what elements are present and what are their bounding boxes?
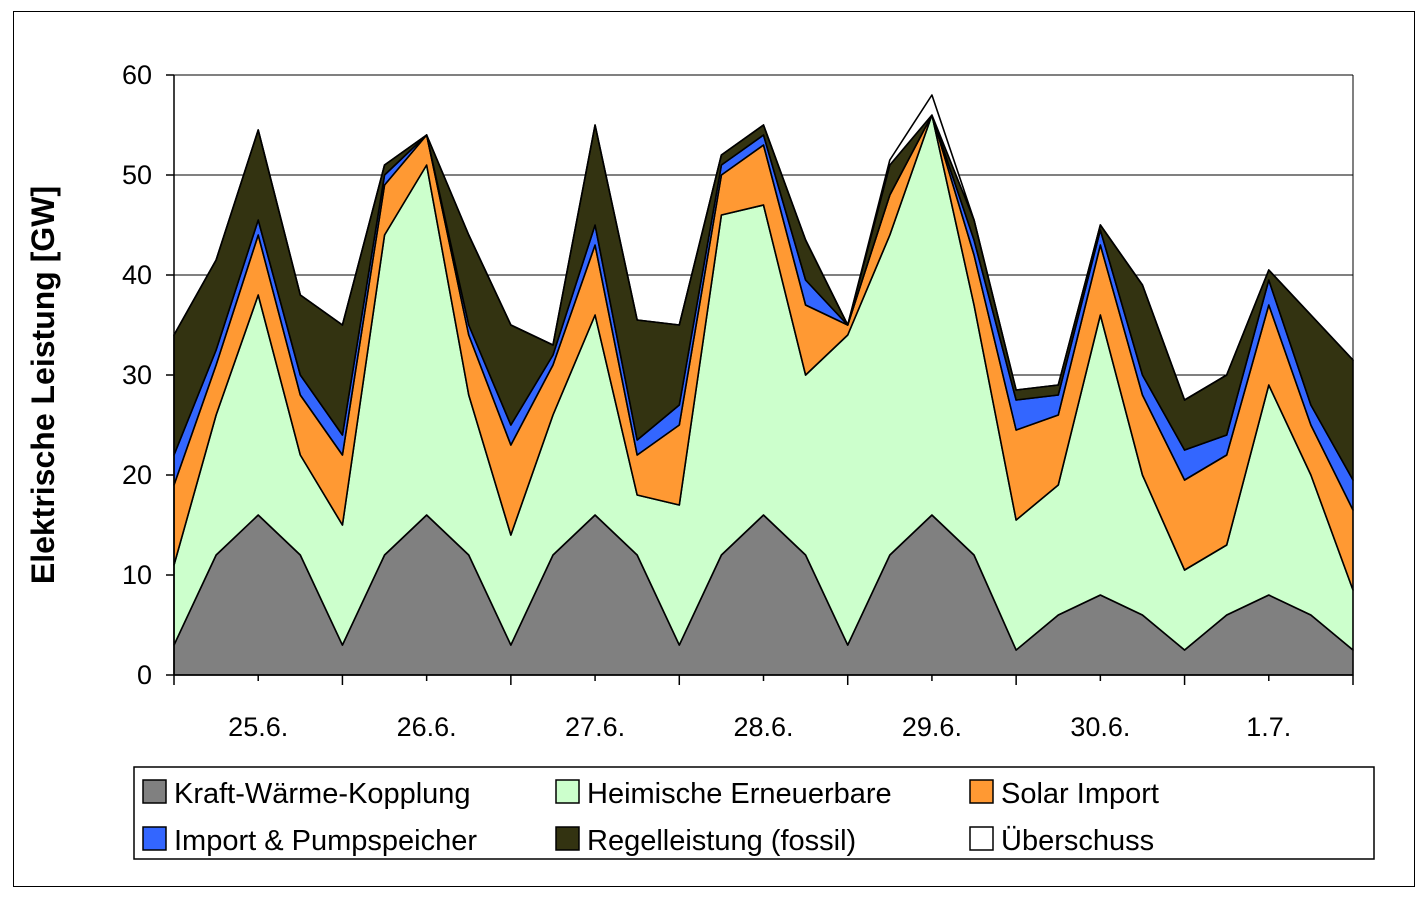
y-tick-label-40: 40: [122, 260, 152, 290]
y-tick-label-0: 0: [137, 660, 152, 690]
legend-swatch-1: [555, 779, 580, 804]
y-tick-label-20: 20: [122, 460, 152, 490]
x-tick-label-5: 30.6.: [1070, 712, 1130, 742]
legend-swatch-3: [142, 826, 167, 851]
legend-swatch-2: [969, 779, 994, 804]
legend: Kraft-Wärme-Kopplung Heimische Erneuerbar…: [133, 766, 1375, 860]
legend-label-1: Heimische Erneuerbare: [587, 778, 892, 810]
legend-swatch-5: [969, 826, 994, 851]
x-tick-label-4: 29.6.: [902, 712, 962, 742]
y-tick-label-10: 10: [122, 560, 152, 590]
legend-label-2: Solar Import: [1001, 778, 1159, 810]
legend-swatch-4: [555, 826, 580, 851]
x-tick-label-6: 1.7.: [1246, 712, 1291, 742]
x-tick-label-2: 27.6.: [565, 712, 625, 742]
y-tick-label-30: 30: [122, 360, 152, 390]
legend-swatch-0: [142, 779, 167, 804]
x-tick-label-3: 28.6.: [733, 712, 793, 742]
x-tick-label-0: 25.6.: [228, 712, 288, 742]
legend-label-4: Regelleistung (fossil): [587, 825, 856, 857]
y-tick-label-60: 60: [122, 60, 152, 90]
y-tick-labels: 0 10 20 30 40 50 60: [122, 60, 152, 690]
y-axis-label: Elektrische Leistung [GW]: [25, 186, 61, 584]
x-tick-label-1: 26.6.: [397, 712, 457, 742]
area-layers: [173, 94, 1354, 676]
legend-label-0: Kraft-Wärme-Kopplung: [174, 778, 471, 810]
legend-label-5: Überschuss: [1001, 825, 1154, 857]
legend-label-3: Import & Pumpspeicher: [174, 825, 477, 857]
axes: [166, 74, 1354, 685]
y-tick-label-50: 50: [122, 160, 152, 190]
legend-box: [133, 766, 1375, 860]
x-tick-labels: 25.6. 26.6. 27.6. 28.6. 29.6. 30.6. 1.7.: [228, 712, 1291, 742]
